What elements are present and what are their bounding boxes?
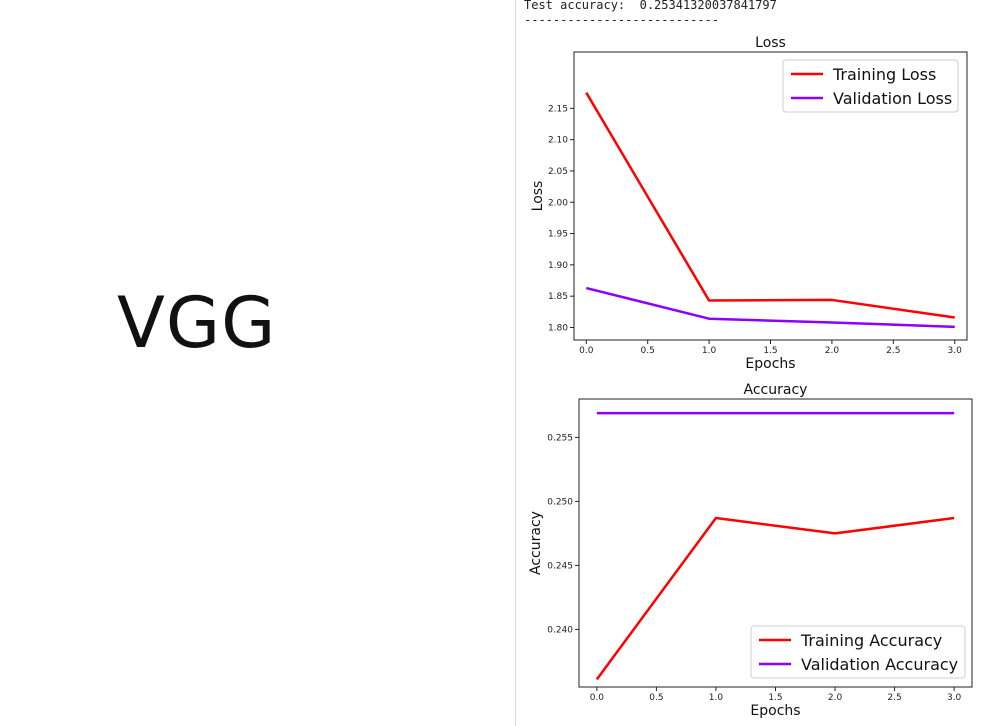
x-tick-label: 2.0	[825, 346, 840, 356]
y-tick-label: 0.245	[547, 561, 573, 571]
x-tick-label: 1.0	[702, 346, 717, 356]
y-axis-label-0: Loss	[530, 181, 546, 212]
y-axis-label-1: Accuracy	[528, 511, 544, 575]
y-tick-label: 1.95	[548, 230, 568, 240]
x-tick-label: 0.0	[590, 693, 605, 703]
legend-label: Training Accuracy	[800, 631, 942, 650]
y-tick-label: 0.250	[547, 497, 573, 507]
y-tick-label: 1.85	[548, 292, 568, 302]
y-tick-label: 2.05	[548, 167, 568, 177]
legend-label: Training Loss	[832, 65, 936, 84]
y-tick-label: 0.240	[547, 625, 573, 635]
y-tick-label: 2.15	[548, 104, 568, 114]
legend-label: Validation Loss	[833, 89, 952, 108]
x-axis-label-0: Epochs	[745, 356, 795, 372]
legend-box-0	[782, 59, 959, 113]
x-tick-label: 2.0	[828, 693, 843, 703]
legend-box-1	[750, 625, 966, 679]
series-line-training-loss	[585, 92, 955, 319]
x-tick-label: 1.0	[709, 693, 724, 703]
y-tick-label: 2.00	[548, 198, 568, 208]
panel-divider	[515, 0, 516, 726]
x-tick-label: 2.5	[887, 693, 901, 703]
chart-title-1: Accuracy	[744, 382, 808, 398]
x-tick-label: 3.0	[947, 693, 962, 703]
x-tick-label: 1.5	[763, 346, 777, 356]
x-tick-label: 1.5	[768, 693, 782, 703]
x-axis-label-1: Epochs	[750, 703, 800, 719]
x-tick-label: 2.5	[886, 346, 900, 356]
chart-title-0: Loss	[755, 35, 786, 51]
series-line-validation-loss	[585, 286, 955, 329]
test-accuracy-label: Test accuracy:	[524, 0, 626, 12]
x-tick-label: 0.5	[641, 346, 655, 356]
x-tick-label: 0.0	[579, 346, 594, 356]
series-line-training-accuracy	[595, 516, 955, 681]
y-tick-label: 0.255	[547, 433, 573, 443]
console-separator: ---------------------------	[524, 13, 720, 27]
y-tick-label: 2.10	[548, 136, 568, 146]
y-tick-label: 1.90	[548, 261, 568, 271]
x-tick-label: 0.5	[649, 693, 663, 703]
legend-label: Validation Accuracy	[801, 655, 958, 674]
slide-title: VGG	[117, 282, 277, 364]
y-tick-label: 1.80	[548, 323, 568, 333]
x-tick-label: 3.0	[948, 346, 963, 356]
console-output: Test accuracy: 0.25341320037841797 -----…	[524, 0, 777, 28]
test-accuracy-value: 0.25341320037841797	[639, 0, 777, 12]
